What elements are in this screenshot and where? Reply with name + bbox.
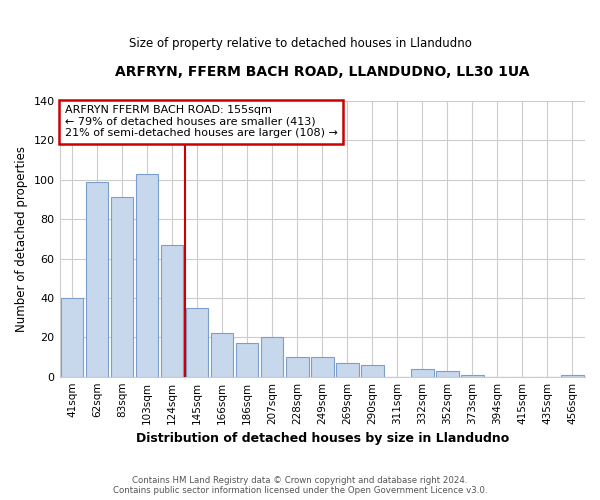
Bar <box>136 174 158 376</box>
Bar <box>161 244 184 376</box>
Bar <box>86 182 109 376</box>
X-axis label: Distribution of detached houses by size in Llandudno: Distribution of detached houses by size … <box>136 432 509 445</box>
Text: ARFRYN FFERM BACH ROAD: 155sqm
← 79% of detached houses are smaller (413)
21% of: ARFRYN FFERM BACH ROAD: 155sqm ← 79% of … <box>65 105 338 138</box>
Bar <box>261 338 283 376</box>
Bar <box>311 357 334 376</box>
Bar <box>111 198 133 376</box>
Text: Contains HM Land Registry data © Crown copyright and database right 2024.
Contai: Contains HM Land Registry data © Crown c… <box>113 476 487 495</box>
Title: ARFRYN, FFERM BACH ROAD, LLANDUDNO, LL30 1UA: ARFRYN, FFERM BACH ROAD, LLANDUDNO, LL30… <box>115 65 530 79</box>
Bar <box>336 363 359 376</box>
Bar <box>186 308 208 376</box>
Bar <box>461 374 484 376</box>
Bar <box>236 343 259 376</box>
Bar <box>286 357 308 376</box>
Bar <box>61 298 83 376</box>
Text: Size of property relative to detached houses in Llandudno: Size of property relative to detached ho… <box>128 38 472 51</box>
Bar <box>411 369 434 376</box>
Bar <box>211 334 233 376</box>
Y-axis label: Number of detached properties: Number of detached properties <box>15 146 28 332</box>
Bar <box>361 365 383 376</box>
Bar <box>561 374 584 376</box>
Bar <box>436 371 458 376</box>
